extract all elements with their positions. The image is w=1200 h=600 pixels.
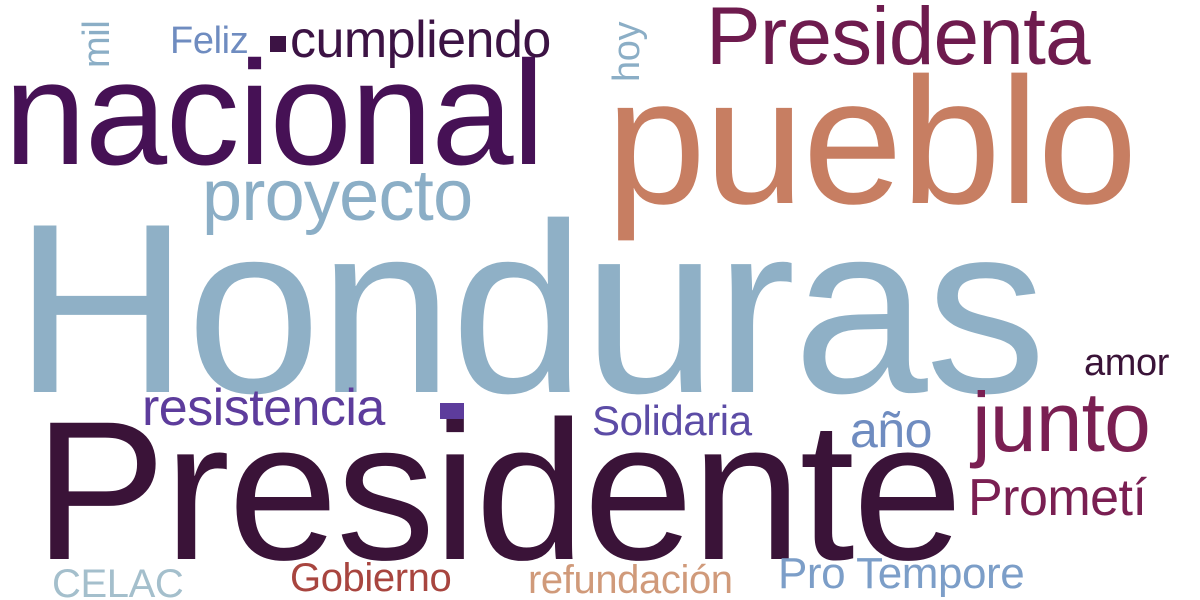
word-celac: CELAC	[52, 562, 184, 600]
word-junto: junto	[972, 375, 1151, 469]
word-pro-tempore: Pro Tempore	[778, 549, 1025, 598]
word-refundacion: refundación	[528, 558, 733, 600]
square-mark-left	[270, 36, 286, 52]
word-amor: amor	[1084, 342, 1170, 384]
word-gobierno: Gobierno	[290, 556, 452, 600]
word-prometi: Prometí	[968, 469, 1147, 527]
word-feliz: Feliz	[170, 20, 249, 62]
word-mil: mil	[76, 20, 118, 68]
word-presidenta: Presidenta	[706, 0, 1091, 82]
word-solidaria: Solidaria	[592, 397, 752, 444]
word-pueblo: pueblo	[606, 41, 1138, 242]
word-resistencia: resistencia	[142, 379, 385, 437]
word-proyecto: proyecto	[202, 156, 473, 236]
word-hoy: hoy	[606, 21, 648, 82]
word-ano: año	[850, 402, 932, 458]
word-nacional: nacional	[4, 31, 545, 196]
word-presidente: Presidente	[34, 380, 963, 600]
word-honduras: Honduras	[14, 174, 1046, 444]
square-mark-right	[440, 403, 464, 419]
word-cumpliendo: cumpliendo	[290, 11, 551, 69]
